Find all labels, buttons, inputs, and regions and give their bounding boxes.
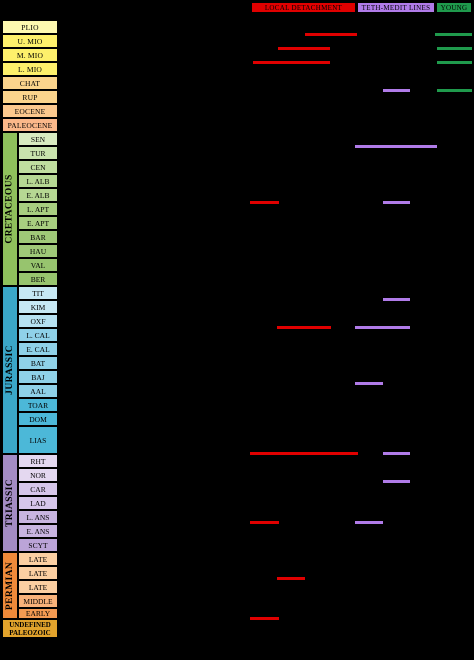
stage-paleocene: PALEOCENE: [2, 118, 58, 132]
era-band-jurassic: [2, 286, 18, 454]
purple-range-bar: [383, 201, 410, 204]
green-range-bar: [437, 47, 472, 50]
stage-lias: LIAS: [18, 426, 58, 454]
stage-middle: MIDDLE: [18, 594, 58, 608]
legend-local-detachment: LOCAL DETACHMENT: [252, 3, 355, 12]
stage-lad: LAD: [18, 496, 58, 510]
purple-range-bar: [383, 89, 410, 92]
stage-l-alb: L. ALB: [18, 174, 58, 188]
purple-range-bar: [355, 145, 437, 148]
stage-rht: RHT: [18, 454, 58, 468]
undefined-line-1: UNDEFINED: [9, 620, 51, 629]
stage-nor: NOR: [18, 468, 58, 482]
purple-range-bar: [383, 298, 410, 301]
stage-e-cal: E. CAL: [18, 342, 58, 356]
stage-val: VAL: [18, 258, 58, 272]
stage-scyt: SCYT: [18, 538, 58, 552]
stage-oxf: OXF: [18, 314, 58, 328]
stage-ber: BER: [18, 272, 58, 286]
red-range-bar: [250, 521, 279, 524]
stage-tit: TIT: [18, 286, 58, 300]
stage-bar: BAR: [18, 230, 58, 244]
stage-late-1: LATE: [18, 552, 58, 566]
red-range-bar: [250, 617, 279, 620]
red-range-bar: [250, 201, 279, 204]
era-band-permian: [2, 552, 18, 619]
red-range-bar: [278, 47, 330, 50]
stage-toar: TOAR: [18, 398, 58, 412]
purple-range-bar: [355, 326, 410, 329]
stage-chat: CHAT: [2, 76, 58, 90]
stage-e-ans: E. ANS: [18, 524, 58, 538]
stage-sen: SEN: [18, 132, 58, 146]
stage-undefined-paleozoic: UNDEFINED PALEOZOIC: [2, 619, 58, 638]
purple-range-bar: [383, 452, 410, 455]
red-range-bar: [305, 33, 357, 36]
stage-late-2: LATE: [18, 566, 58, 580]
legend-teth-medit-lines: TETH-MEDIT LINES: [358, 3, 434, 12]
stage-l-mio: L. MIO: [2, 62, 58, 76]
era-band-cretaceous: [2, 132, 18, 286]
undefined-line-2: PALEOZOIC: [9, 628, 51, 637]
stage-dom: DOM: [18, 412, 58, 426]
stage-late-3: LATE: [18, 580, 58, 594]
stage-kim: KIM: [18, 300, 58, 314]
stage-rup: RUP: [2, 90, 58, 104]
purple-range-bar: [383, 480, 410, 483]
purple-range-bar: [355, 382, 383, 385]
stage-hau: HAU: [18, 244, 58, 258]
stage-car: CAR: [18, 482, 58, 496]
legend-young: YOUNG: [437, 3, 471, 12]
stage-early: EARLY: [18, 608, 58, 619]
green-range-bar: [435, 33, 472, 36]
red-range-bar: [277, 577, 305, 580]
green-range-bar: [437, 89, 472, 92]
stage-m-mio: M. MIO: [2, 48, 58, 62]
stage-e-apt: E. APT: [18, 216, 58, 230]
stage-bat: BAT: [18, 356, 58, 370]
stage-e-alb: E. ALB: [18, 188, 58, 202]
stage-l-cal: L. CAL: [18, 328, 58, 342]
stage-tur: TUR: [18, 146, 58, 160]
red-range-bar: [253, 61, 330, 64]
stage-u-mio: U. MIO: [2, 34, 58, 48]
era-band-triassic: [2, 454, 18, 552]
stage-baj: BAJ: [18, 370, 58, 384]
stage-l-ans: L. ANS: [18, 510, 58, 524]
purple-range-bar: [355, 521, 383, 524]
stage-cen: CEN: [18, 160, 58, 174]
stage-plio: PLIO: [2, 20, 58, 34]
stage-eocene: EOCENE: [2, 104, 58, 118]
stage-aal: AAL: [18, 384, 58, 398]
green-range-bar: [437, 61, 472, 64]
red-range-bar: [277, 326, 331, 329]
stage-l-apt: L. APT: [18, 202, 58, 216]
red-range-bar: [250, 452, 358, 455]
